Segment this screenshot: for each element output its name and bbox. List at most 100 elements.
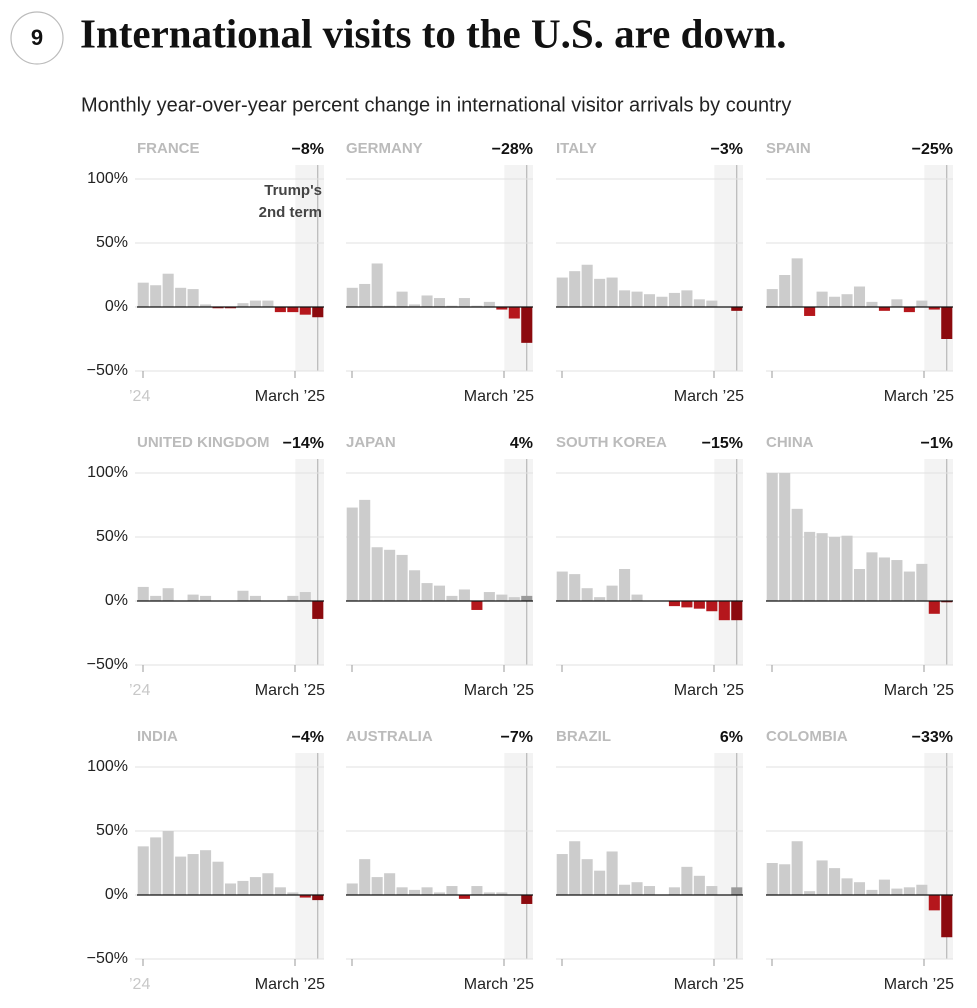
bar [346,883,358,895]
term-shade [714,459,743,665]
bar [237,590,249,601]
bar [941,307,953,339]
x-tick-label: March ’25 [884,976,954,993]
y-tick-label: −50% [87,362,128,379]
bar [853,882,866,895]
bar [175,856,187,895]
bar [312,307,324,318]
bar [731,601,743,621]
bar [421,887,433,895]
label-bg [706,137,743,161]
label-bg [907,137,953,161]
bar [212,307,224,309]
bar [521,895,533,904]
bar [200,304,212,307]
panel-title: UNITED KINGDOM [137,434,270,451]
bar [396,887,408,895]
x-tick-label: ’24 [129,388,150,405]
term-shade [504,753,533,959]
bar [471,601,483,610]
value-label: 4% [510,435,533,452]
value-label: −4% [292,729,324,746]
bar [409,889,421,895]
panel-title: SPAIN [766,140,811,157]
bar [446,595,458,601]
bar [508,307,520,319]
bar [162,273,174,307]
bar [187,854,199,895]
value-label: −7% [501,729,533,746]
bar [841,878,853,895]
bar [829,537,841,601]
annotation: 2nd term [259,204,322,221]
bar [396,291,408,307]
bar [681,601,693,608]
bar [866,552,878,601]
bar [941,601,953,603]
bar [396,554,408,601]
bar [866,301,878,307]
bar [829,296,841,307]
bar [496,594,508,601]
bar [928,895,940,911]
label-bg [505,431,533,455]
y-tick-label: 50% [96,234,128,251]
bar [791,258,803,307]
x-tick-label: ’24 [129,976,150,993]
bar [137,846,149,895]
badge-circle [10,11,64,65]
bar [556,854,568,895]
bar [631,882,643,895]
bar [693,601,705,609]
bar [384,305,396,307]
term-shade [924,165,953,371]
bar [421,295,433,307]
bar [287,307,299,313]
bar [606,851,618,895]
bar [731,887,743,895]
value-label: −28% [492,141,533,158]
bar [346,507,358,601]
bar [779,864,791,895]
y-tick-label: −50% [87,656,128,673]
bar [779,473,791,601]
bar [791,508,803,601]
panel-title: AUSTRALIA [346,728,433,745]
bar [433,892,446,895]
value-label: −25% [912,141,953,158]
bar [766,289,778,307]
bar [594,278,606,307]
panel-title: FRANCE [137,140,200,157]
bar [916,884,928,895]
value-label: −8% [292,141,324,158]
label-bg [287,725,324,749]
bar [581,264,593,307]
bar [359,859,371,895]
bar [829,868,841,895]
bar [668,887,680,895]
bar [891,560,903,601]
label-bg [278,431,324,455]
bar [384,549,396,601]
bar [224,883,237,895]
panel-title: GERMANY [346,140,423,157]
bar [816,860,828,895]
bar [150,285,162,307]
bar [150,837,162,895]
bar [262,873,274,895]
bar [779,275,791,307]
bar [706,601,718,612]
panel-title: CHINA [766,434,814,451]
badge: 9 [31,25,43,50]
bar [237,880,249,895]
subtitle: Monthly year-over-year percent change in… [81,94,791,116]
y-tick-label: 0% [105,886,128,903]
label-bg [715,725,743,749]
bar [816,291,828,307]
panel-title: SOUTH KOREA [556,434,667,451]
bar [312,895,324,901]
bar [668,601,680,607]
bar [731,307,743,311]
x-tick-label: March ’25 [674,682,744,699]
